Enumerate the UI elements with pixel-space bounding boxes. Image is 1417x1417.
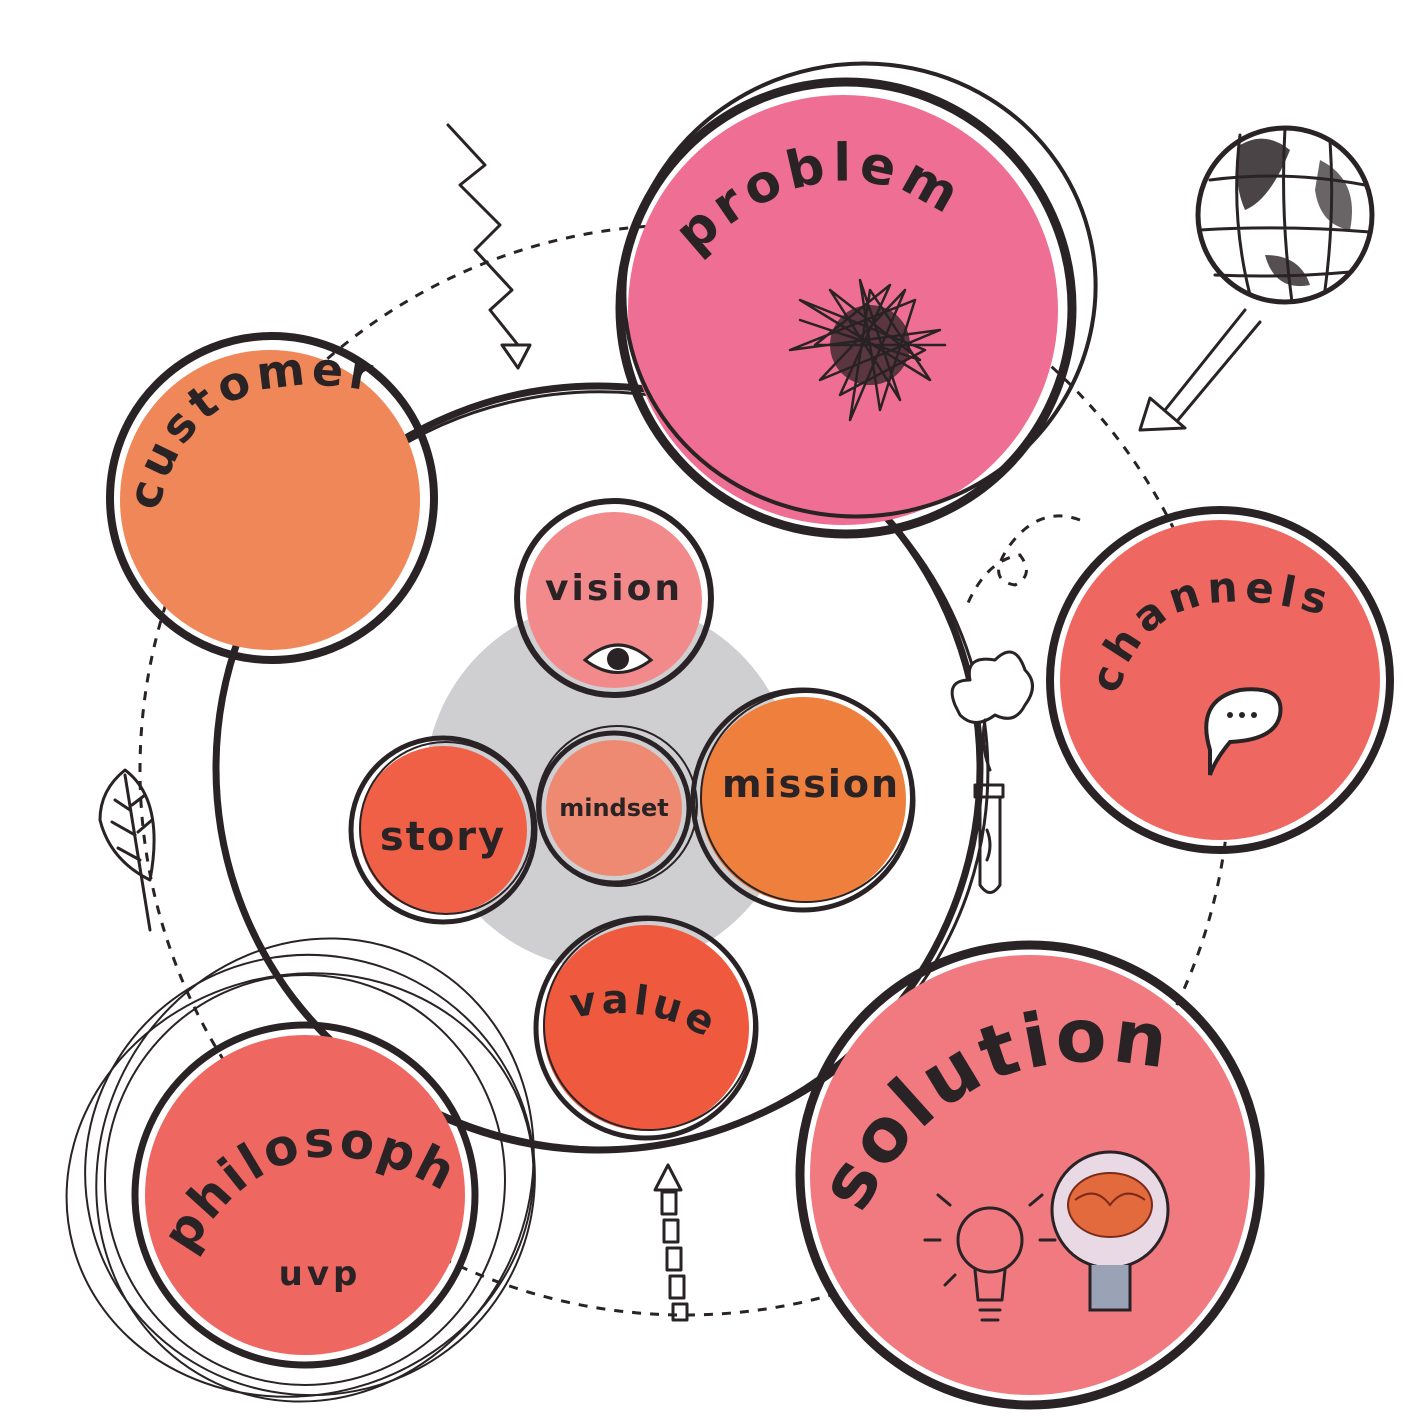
mindset-outline xyxy=(536,730,692,886)
mindset-fill xyxy=(546,740,682,876)
solution-outline xyxy=(795,940,1265,1410)
story-outline-sketch xyxy=(359,741,533,915)
zigzag-arrow-icon xyxy=(446,123,532,370)
mindset-bubble[interactable]: mindset xyxy=(536,725,698,887)
customer-fill xyxy=(120,350,420,650)
mission-outline-sketch xyxy=(700,691,912,903)
story-fill xyxy=(359,746,527,914)
mindset-outline-sketch xyxy=(536,725,698,887)
arrow-icon xyxy=(1138,308,1262,432)
channels-bubble[interactable]: channels xyxy=(1046,506,1394,854)
mission-label: mission xyxy=(722,762,900,806)
speech-bubble-icon xyxy=(1204,687,1283,776)
vision-label: vision xyxy=(545,568,683,609)
channels-fill xyxy=(1060,520,1380,840)
story-outline xyxy=(348,735,538,925)
philosophy-outline xyxy=(131,1021,479,1369)
values-outline xyxy=(533,915,759,1141)
ladder-arrow-icon xyxy=(653,1163,689,1322)
vision-bubble[interactable]: vision xyxy=(514,498,714,698)
scribble-rings xyxy=(65,937,536,1403)
solution-fill xyxy=(810,955,1250,1395)
problem-bubble[interactable]: problem xyxy=(582,20,1138,560)
mission-fill xyxy=(700,697,906,903)
customer-bubble[interactable]: customer xyxy=(106,332,438,664)
scribble-icon xyxy=(788,278,947,422)
eye-icon xyxy=(582,643,654,674)
dashed-curl xyxy=(963,514,1081,611)
problem-outline-sketch xyxy=(622,61,1098,519)
story-bubble[interactable]: story xyxy=(348,735,538,925)
channels-outline xyxy=(1046,506,1394,854)
test-tube-icon xyxy=(950,650,1034,894)
philosophy-fill xyxy=(145,1035,465,1355)
story-label: story xyxy=(380,814,506,860)
leaf-icon xyxy=(98,768,156,932)
vision-fill xyxy=(526,512,702,688)
mission-bubble[interactable]: mission xyxy=(690,687,916,913)
uvp-label: uvp xyxy=(279,1254,362,1294)
vision-outline xyxy=(514,498,714,698)
values-fill xyxy=(543,925,749,1131)
solution-bubble[interactable]: solution xyxy=(795,940,1265,1410)
problem-outline xyxy=(615,77,1077,539)
customer-outline xyxy=(106,332,438,664)
lightbulb-icon xyxy=(923,1193,1057,1322)
mission-outline xyxy=(690,687,916,913)
brain-bulb-icon xyxy=(1050,1150,1170,1312)
values-outline-sketch xyxy=(543,919,755,1131)
mindset-label: mindset xyxy=(559,794,669,822)
globe-icon xyxy=(1195,125,1375,305)
